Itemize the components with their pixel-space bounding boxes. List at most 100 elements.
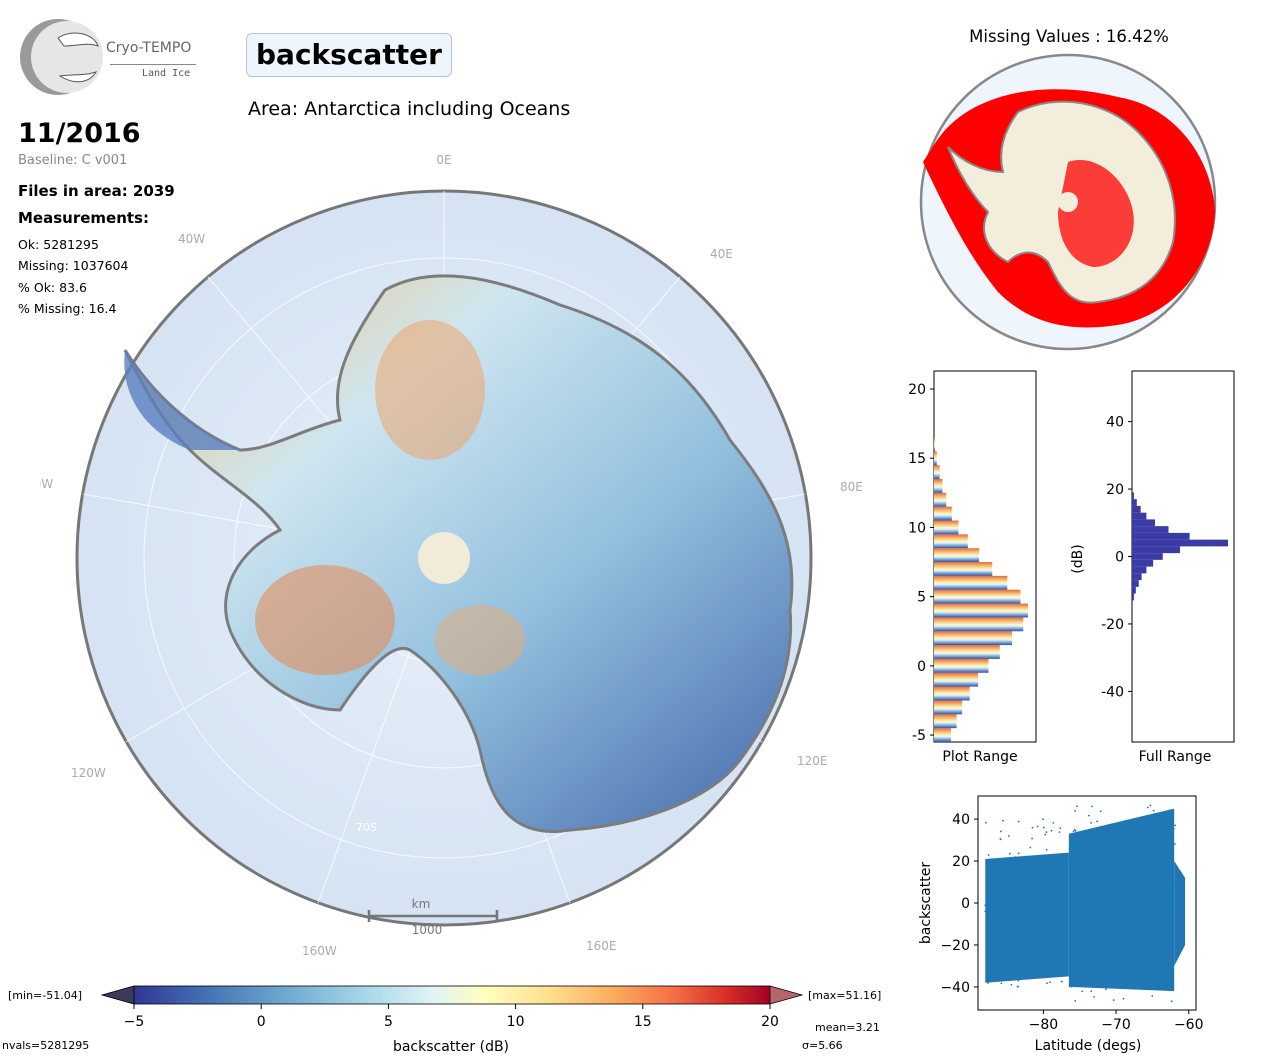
hist-bar [1132, 499, 1137, 506]
scatter-point [1114, 902, 1117, 905]
scale-bar [367, 910, 499, 922]
cryo-tempo-logo [20, 19, 103, 95]
hist-bar [934, 534, 968, 549]
scatter-point [1112, 923, 1115, 926]
scatter-point [984, 904, 987, 907]
scatter-point [1166, 831, 1169, 833]
measurements-heading: Measurements: [18, 209, 149, 227]
scatter-point [1079, 951, 1082, 954]
scatter-point [1007, 945, 1009, 947]
scatter-point [1100, 919, 1102, 922]
logo-divider [110, 64, 196, 65]
scatter-point [1094, 904, 1097, 907]
scatter-point [1029, 936, 1032, 939]
scatter-point [1117, 967, 1119, 970]
scatter-point [1072, 830, 1075, 833]
scatter-point [1018, 977, 1021, 980]
scatter-point [994, 926, 997, 929]
scatter-point [1074, 809, 1077, 812]
scatter-point [1001, 934, 1004, 937]
hist-bar [1132, 532, 1190, 540]
hist-bar [1132, 539, 1228, 547]
scatter-point [1122, 863, 1125, 866]
scatter-point [1152, 809, 1155, 812]
scatter-point [996, 861, 999, 864]
scatter-point [987, 854, 990, 856]
hist-bar [1132, 580, 1139, 587]
lon-label: 40E [710, 247, 733, 261]
hist-bar [934, 506, 952, 521]
hist-bar [934, 437, 935, 452]
scatter-point [984, 910, 987, 913]
scatter-point [1033, 945, 1035, 947]
scatter-point [1074, 999, 1077, 1002]
scatter-point [1008, 920, 1011, 923]
hist-bar [934, 575, 1008, 590]
scatter-point [993, 916, 996, 919]
hist-bar [934, 492, 947, 507]
scatter-point [1043, 921, 1046, 923]
colorbar-tick-label: 5 [384, 1014, 393, 1030]
hist-bar [1132, 573, 1142, 581]
scatter-point [1099, 908, 1102, 910]
lon-label: 0E [436, 153, 451, 167]
x-tick-label: −60 [1174, 1017, 1204, 1033]
scatter-point [996, 926, 999, 929]
scatter-point [1036, 946, 1038, 949]
scatter-point [1063, 948, 1066, 951]
scatter-point [1006, 930, 1009, 933]
scatter-point [1031, 898, 1034, 901]
scatter-point [995, 942, 998, 945]
missing-map-pole [1058, 192, 1078, 212]
hist-bar [934, 617, 1024, 632]
scatter-point [1073, 828, 1076, 831]
scatter-point [1026, 919, 1029, 922]
y-tick-label: −40 [940, 980, 970, 996]
warm-region-center [435, 605, 525, 675]
scatter-point [1157, 869, 1160, 872]
hist-bar [934, 478, 943, 493]
scatter-point [1039, 904, 1042, 906]
scatter-point [1108, 837, 1111, 839]
scatter-point [1008, 852, 1011, 855]
missing-map-interior-gaps [1058, 160, 1134, 267]
date-label: 11/2016 [18, 118, 141, 149]
scatter-point [1126, 937, 1129, 940]
lon-label: 120E [797, 754, 828, 768]
scatter-point [1058, 970, 1061, 973]
scatter-point [1074, 829, 1077, 832]
scatter-point [1168, 809, 1171, 812]
scatter-point [1074, 898, 1077, 901]
scatter-point [1036, 925, 1039, 928]
hist-bar [934, 451, 937, 466]
y-tick-label: 20 [952, 854, 970, 870]
scatter-point [1130, 974, 1132, 977]
colorbar-bar [133, 985, 771, 1005]
scatter-point [1045, 831, 1048, 833]
scatter-point [1131, 846, 1134, 849]
scatter-point [1166, 955, 1169, 958]
scatter-point [1125, 874, 1127, 877]
scatter-point [1099, 913, 1102, 916]
scatter-cloud [985, 852, 1069, 983]
scatter-point [1140, 933, 1143, 936]
hist-bar [934, 520, 959, 535]
scatter-point [1001, 950, 1004, 953]
scatter-point [1066, 956, 1069, 959]
scatter-point [1098, 848, 1101, 851]
y-tick-label: 15 [908, 451, 926, 467]
colorbar-tick-label: 20 [761, 1014, 779, 1030]
scatter-point [1105, 915, 1107, 918]
missing-values-title: Missing Values : 16.42% [969, 27, 1169, 46]
scatter-point [1093, 995, 1095, 998]
stat-pct-missing: % Missing: 16.4 [18, 301, 117, 316]
colorbar-min-label: [min=-51.04] [8, 989, 82, 1002]
scatter-point [1160, 980, 1163, 982]
scatter-point [1023, 897, 1026, 900]
missing-values-map [919, 53, 1217, 351]
scatter-point [1104, 977, 1107, 980]
full-range-bars [1132, 492, 1228, 601]
colorbar-mean: mean=3.21 [815, 1021, 880, 1034]
lon-label: 40W [178, 232, 205, 246]
colorbar-nvals: nvals=5281295 [2, 1039, 89, 1052]
